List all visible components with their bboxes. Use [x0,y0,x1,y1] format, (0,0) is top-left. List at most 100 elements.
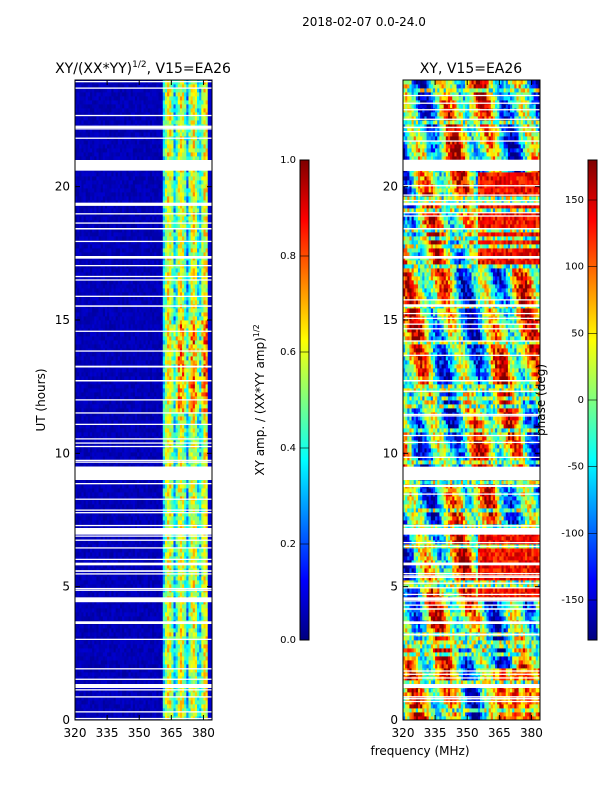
heatmap-cell [107,424,110,429]
heatmap-cell [171,704,174,709]
heatmap-cell [102,448,106,453]
heatmap-cell [147,544,151,549]
heatmap-cell [113,692,117,697]
heatmap-cell [199,464,202,469]
heatmap-cell [167,640,170,645]
heatmap-cell [111,436,114,441]
heatmap-cell [141,524,144,529]
heatmap-cell [81,412,84,417]
heatmap-cell [98,592,102,597]
heatmap-cell [85,640,89,645]
heatmap-cell [100,592,104,597]
heatmap-cell [175,592,179,597]
heatmap-cell [96,552,99,557]
heatmap-cell [94,648,97,653]
heatmap-cell [128,696,132,701]
heatmap-cell [117,584,121,589]
heatmap-cell [149,680,153,685]
heatmap-cell [109,616,112,621]
heatmap-cell [199,492,202,497]
heatmap-cell [77,488,80,493]
heatmap-cell [188,580,191,585]
heatmap-cell [83,512,87,517]
heatmap-cell [162,608,166,613]
heatmap-cell [199,668,202,673]
heatmap-cell [130,432,134,437]
heatmap-cell [107,584,110,589]
heatmap-cell [87,480,91,485]
heatmap-cell [124,608,127,613]
heatmap-cell [154,628,157,633]
heatmap-cell [145,424,149,429]
heatmap-cell [83,632,87,637]
heatmap-cell [154,544,157,549]
heatmap-cell [124,412,127,417]
heatmap-cell [179,656,183,661]
heatmap-cell [184,548,187,553]
heatmap-cell [119,492,123,497]
heatmap-cell [182,520,185,525]
heatmap-cell [104,524,108,529]
heatmap-cell [149,456,153,461]
heatmap-cell [209,464,212,469]
heatmap-cell [92,480,95,485]
heatmap-cell [201,412,204,417]
heatmap-cell [158,696,162,701]
heatmap-cell [104,644,108,649]
heatmap-cell [122,524,125,529]
heatmap-cell [122,700,125,705]
heatmap-cell [104,516,108,521]
heatmap-cell [192,696,196,701]
heatmap-cell [132,668,136,673]
heatmap-cell [164,700,168,705]
heatmap-cell [173,564,177,569]
heatmap-cell [164,428,168,433]
heatmap-cell [209,612,212,617]
heatmap-cell [167,504,170,509]
heatmap-cell [160,420,164,425]
heatmap-cell [77,680,80,685]
heatmap-cell [128,492,132,497]
heatmap-cell [98,612,102,617]
heatmap-cell [94,520,97,525]
heatmap-cell [87,544,91,549]
heatmap-cell [177,432,181,437]
heatmap-cell [169,712,172,717]
heatmap-cell [134,496,138,501]
heatmap-cell [115,700,119,705]
heatmap-cell [207,512,211,517]
heatmap-cell [194,576,198,581]
heatmap-cell [137,408,140,413]
heatmap-cell [141,536,144,541]
heatmap-cell [128,560,132,565]
heatmap-cell [164,516,168,521]
heatmap-cell [171,560,174,565]
heatmap-cell [102,484,106,489]
heatmap-cell [194,504,198,509]
heatmap-cell [107,496,110,501]
heatmap-cell [137,416,140,421]
heatmap-cell [126,692,129,697]
heatmap-cell [87,644,91,649]
heatmap-cell [87,452,91,457]
heatmap-cell [182,652,185,657]
heatmap-cell [94,544,97,549]
heatmap-cell [154,408,157,413]
heatmap-cell [134,700,138,705]
heatmap-cell [182,452,185,457]
heatmap-cell [119,612,123,617]
heatmap-cell [98,704,102,709]
heatmap-cell [188,536,191,541]
heatmap-cell [179,636,183,641]
heatmap-cell [186,432,189,437]
heatmap-cell [190,564,194,569]
heatmap-cell [201,712,204,717]
heatmap-cell [94,420,97,425]
heatmap-cell [158,584,162,589]
heatmap-cell [156,584,159,589]
heatmap-cell [139,432,142,437]
heatmap-cell [100,440,104,445]
heatmap-cell [115,696,119,701]
heatmap-cell [122,612,125,617]
heatmap-cell [179,584,183,589]
